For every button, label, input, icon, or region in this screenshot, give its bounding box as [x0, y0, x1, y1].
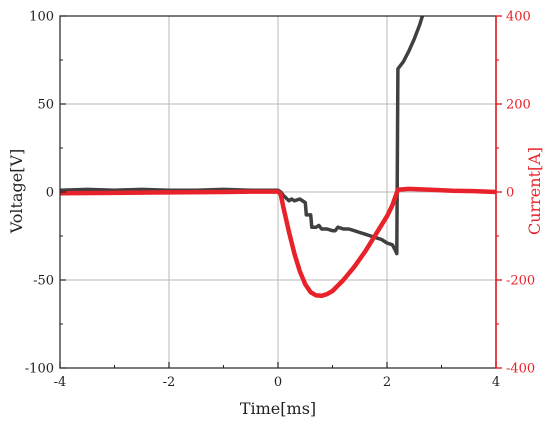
- y-right-tick-label: 0: [506, 186, 514, 201]
- x-tick-label: 4: [492, 375, 500, 390]
- y-left-tick-label: 0: [46, 186, 54, 201]
- y-axis-left: -100 -50 0 50 100: [25, 10, 66, 377]
- y-right-tick-label: -200: [506, 274, 535, 289]
- series-layer: [60, 16, 496, 299]
- current-series-line: [60, 186, 496, 299]
- y-right-tick-label: -400: [506, 362, 535, 377]
- y-left-tick-label: 100: [29, 10, 54, 25]
- x-axis-title: Time[ms]: [240, 399, 316, 418]
- voltage-series-line: [60, 16, 425, 256]
- y-right-tick-label: 200: [506, 98, 531, 113]
- y-left-tick-label: -100: [25, 362, 54, 377]
- y-left-tick-label: -50: [33, 274, 54, 289]
- x-axis: -4 -2 0 2 4: [54, 362, 500, 390]
- x-tick-label: 0: [274, 375, 282, 390]
- x-tick-label: 2: [383, 375, 391, 390]
- x-tick-label: -2: [163, 375, 176, 390]
- y-axis-right-title: Current[A]: [525, 147, 544, 235]
- y-left-tick-label: 50: [37, 98, 54, 113]
- y-axis-left-title: Voltage[V]: [7, 149, 26, 235]
- y-axis-right: -400 -200 0 200 400: [495, 10, 535, 377]
- x-tick-label: -4: [54, 375, 67, 390]
- y-right-tick-label: 400: [506, 10, 531, 25]
